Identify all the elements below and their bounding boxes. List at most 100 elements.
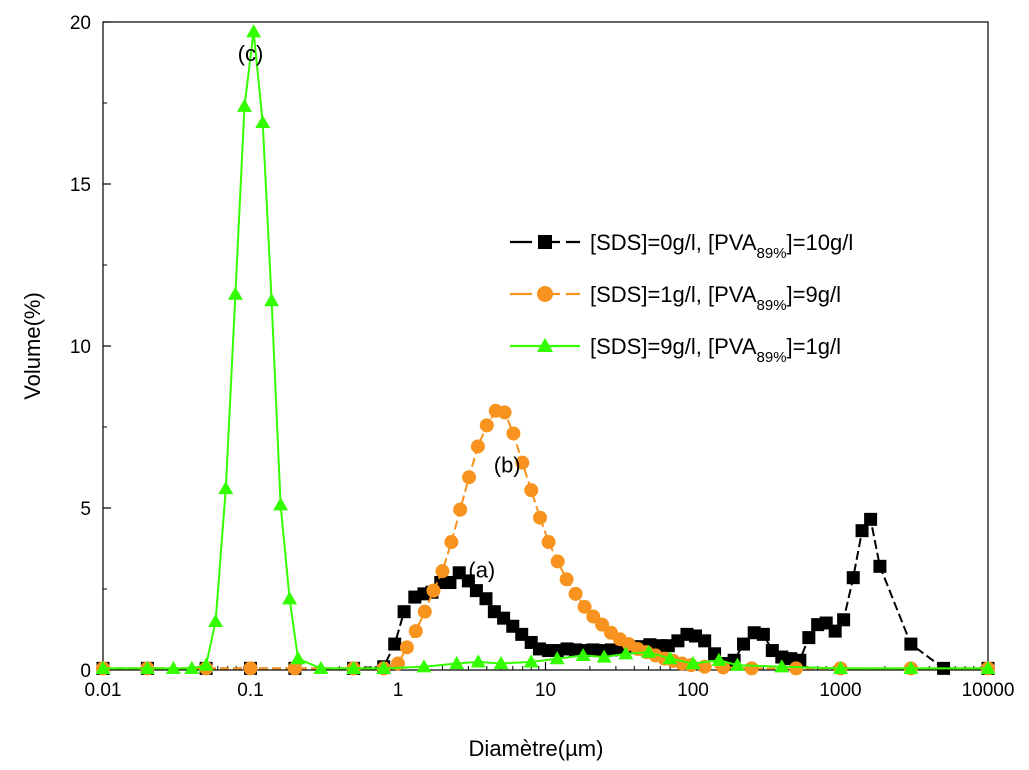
data-point-a [397, 605, 411, 619]
x-tick-label: 1000 [819, 680, 861, 701]
data-point-a [904, 637, 918, 651]
data-point-c [549, 651, 565, 665]
data-point-b [595, 617, 610, 632]
data-point-c [449, 656, 465, 670]
data-point-b [497, 405, 512, 420]
data-point-b [568, 586, 583, 601]
data-point-c [685, 656, 701, 670]
data-point-b [408, 624, 423, 639]
data-point-c [662, 651, 678, 665]
legend: [SDS]=0g/l, [PVA89%]=10g/l [SDS]=1g/l, [P… [510, 230, 853, 366]
data-point-b [550, 554, 565, 569]
data-point-c [313, 660, 329, 674]
x-tick-label: 1 [393, 680, 404, 701]
data-point-c [641, 644, 657, 658]
data-point-c [980, 660, 996, 674]
data-point-a [756, 627, 770, 641]
data-point-b [287, 661, 302, 676]
data-point-c [903, 660, 919, 674]
legend-item-a: [SDS]=0g/l, [PVA89%]=10g/l [510, 230, 853, 262]
legend-label: [SDS]=9g/l, [PVA89%]=1g/l [590, 334, 841, 366]
y-tick-label: 20 [70, 13, 91, 34]
data-point-b [444, 535, 459, 550]
data-point-b [435, 564, 450, 579]
data-point-a [837, 613, 851, 627]
data-point-c [575, 647, 591, 662]
data-point-c [729, 657, 745, 671]
legend-marker [537, 286, 553, 302]
data-point-b [515, 455, 530, 470]
data-point-c [139, 660, 155, 674]
data-point-b [453, 502, 468, 517]
data-point-b [479, 418, 494, 433]
data-point-c [282, 591, 298, 605]
data-point-a [873, 559, 887, 573]
data-point-a [737, 637, 751, 651]
annotation-label: (c) [238, 41, 264, 66]
data-point-a [846, 571, 860, 585]
data-point-a [855, 524, 869, 538]
data-point-c [218, 481, 234, 495]
data-point-c [470, 654, 486, 668]
data-point-a [479, 592, 493, 606]
data-point-c [246, 24, 262, 38]
legend-marker [538, 235, 552, 249]
data-point-a [586, 643, 600, 657]
data-point-c [711, 652, 727, 666]
data-point-c [236, 98, 252, 112]
data-point-c [493, 656, 509, 670]
data-point-c [346, 660, 362, 674]
y-tick-label: 15 [70, 175, 91, 196]
data-point-b [524, 483, 539, 498]
data-point-b [462, 470, 477, 485]
x-tick-label: 0.1 [237, 680, 263, 701]
series-c-line [103, 31, 988, 670]
x-axis-label: Diamètre(µm) [469, 736, 604, 761]
legend-item-b: [SDS]=1g/l, [PVA89%]=9g/l [510, 282, 841, 314]
data-point-c [264, 293, 280, 307]
data-point-a [604, 643, 618, 657]
data-point-b [506, 426, 521, 441]
x-tick-label: 0.01 [85, 680, 122, 701]
legend-label: [SDS]=1g/l, [PVA89%]=9g/l [590, 282, 841, 314]
data-point-b [744, 661, 759, 676]
y-tick-label: 10 [70, 337, 91, 358]
y-axis: 0 5 10 15 20 [70, 13, 111, 682]
y-tick-label: 0 [80, 661, 91, 682]
data-point-c [416, 659, 432, 673]
data-point-c [227, 286, 243, 300]
data-point-b [789, 661, 804, 676]
data-point-c [198, 657, 214, 671]
annotation-label: (a) [468, 558, 495, 583]
x-axis: 0.01 0.1 1 10 100 1000 10000 [85, 662, 1015, 701]
data-point-c [208, 613, 224, 628]
data-point-b [577, 599, 592, 614]
y-axis-label: Volume(%) [20, 292, 45, 400]
data-point-a [550, 644, 564, 658]
data-point-c [596, 649, 612, 663]
series-layer [95, 24, 996, 676]
data-point-b [533, 510, 548, 525]
y-tick-label: 5 [80, 499, 91, 520]
data-point-b [470, 439, 485, 454]
data-point-b [399, 640, 414, 655]
data-point-a [388, 637, 402, 651]
data-point-c [833, 660, 848, 674]
data-point-b [559, 572, 574, 587]
annotations: (a) (b) (c) [238, 41, 521, 583]
data-point-b [426, 583, 441, 598]
data-point-a [828, 624, 842, 638]
data-point-c [290, 651, 306, 665]
legend-item-c: [SDS]=9g/l, [PVA89%]=1g/l [510, 334, 841, 366]
x-tick-label: 100 [677, 680, 709, 701]
data-point-b [586, 609, 601, 624]
legend-label: [SDS]=0g/l, [PVA89%]=10g/l [590, 230, 853, 262]
data-point-c [376, 660, 392, 674]
data-point-b [417, 604, 432, 619]
data-point-b [541, 535, 556, 550]
data-point-c [273, 497, 289, 511]
annotation-label: (b) [494, 452, 521, 477]
data-point-b [243, 661, 258, 676]
x-tick-label: 10000 [962, 680, 1015, 701]
